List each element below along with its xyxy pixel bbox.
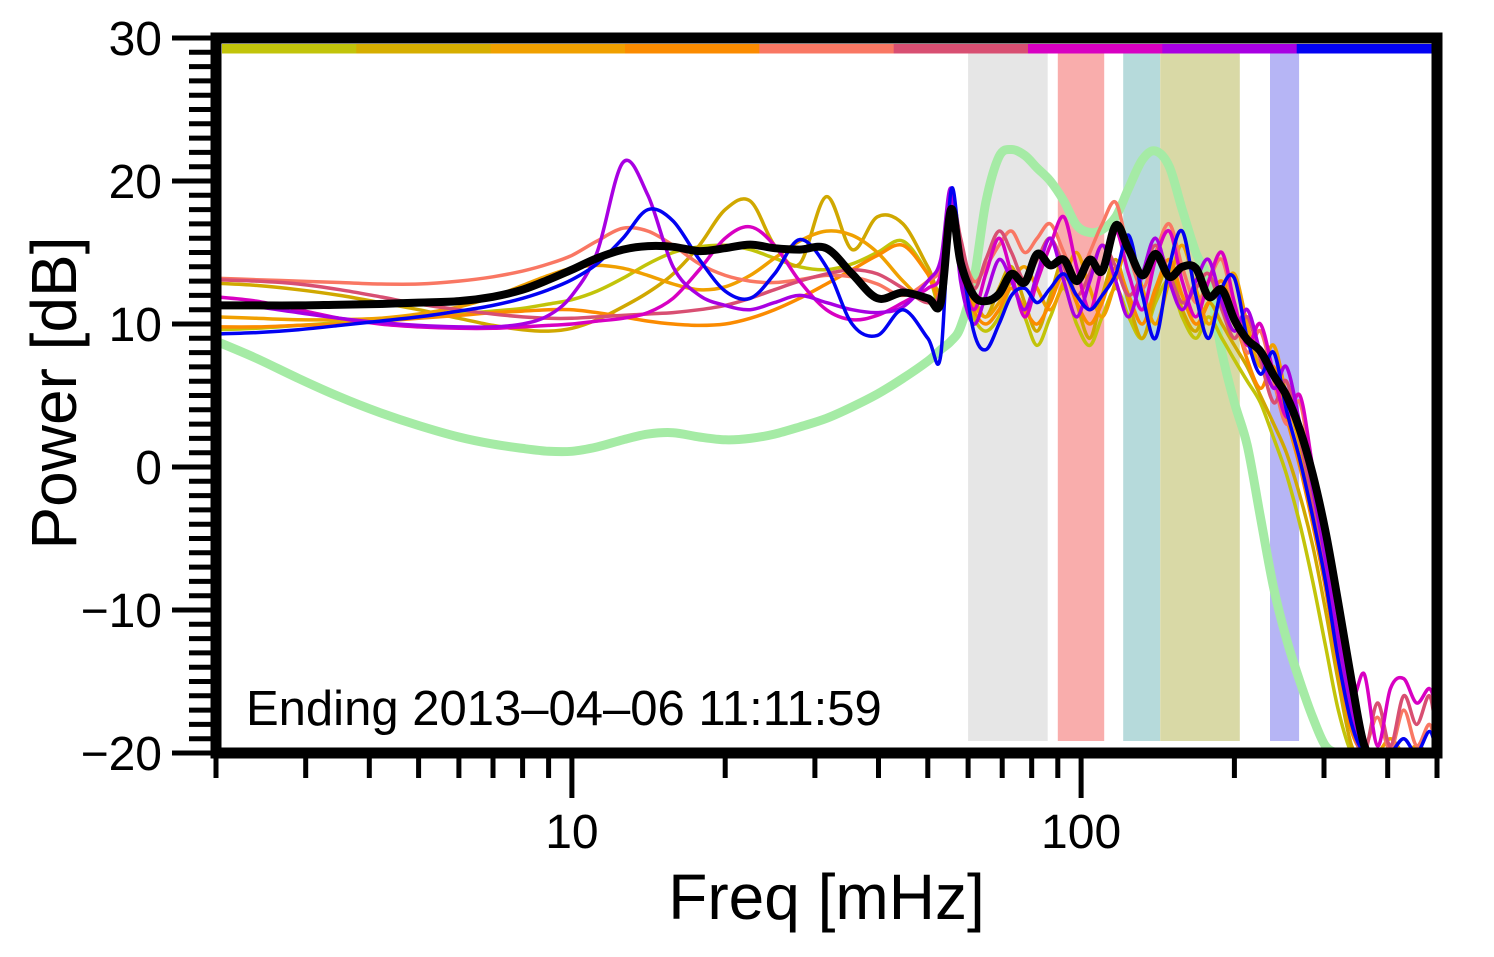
series-black-mean-line — [216, 205, 1437, 758]
color-bar-segment-interval-8 — [1162, 44, 1298, 54]
series-blue-line — [216, 186, 1437, 757]
color-bar-segment-interval-9 — [1296, 44, 1432, 54]
y-tick-label: 0 — [135, 442, 162, 495]
y-tick-label: −10 — [81, 585, 162, 638]
band-olive — [1160, 53, 1240, 741]
y-tick-label: −20 — [81, 728, 162, 781]
y-axis: 30 20 10 0 −10 −20 — [81, 13, 214, 781]
band-pink — [1057, 53, 1105, 741]
highlight-bands — [968, 53, 1300, 741]
top-color-bar — [222, 44, 1432, 54]
color-bar-segment-interval-5 — [759, 44, 895, 54]
color-bar-segment-interval-7 — [1028, 44, 1163, 54]
color-bar-segment-interval-3 — [490, 44, 626, 54]
ending-time-annotation: Ending 2013–04–06 11:11:59 — [246, 682, 882, 736]
series-green-background-line — [216, 145, 1437, 759]
x-axis-title: Freq [mHz] — [668, 861, 985, 933]
y-tick-label: 10 — [109, 299, 162, 352]
x-tick-label: 100 — [1041, 806, 1121, 859]
band-gray — [968, 53, 1048, 741]
x-axis: 10 100 — [213, 757, 1440, 859]
y-tick-label: 30 — [109, 13, 162, 66]
y-axis-title: Power [dB] — [18, 236, 90, 550]
color-bar-segment-interval-4 — [625, 44, 760, 54]
color-bar-segment-interval-2 — [356, 44, 492, 54]
y-tick-label: 20 — [109, 156, 162, 209]
color-bar-segment-interval-1 — [222, 44, 357, 54]
x-tick-label: 10 — [545, 806, 598, 859]
plot-frame — [210, 32, 1443, 759]
series-lines — [216, 145, 1437, 759]
color-bar-segment-interval-6 — [893, 44, 1029, 54]
